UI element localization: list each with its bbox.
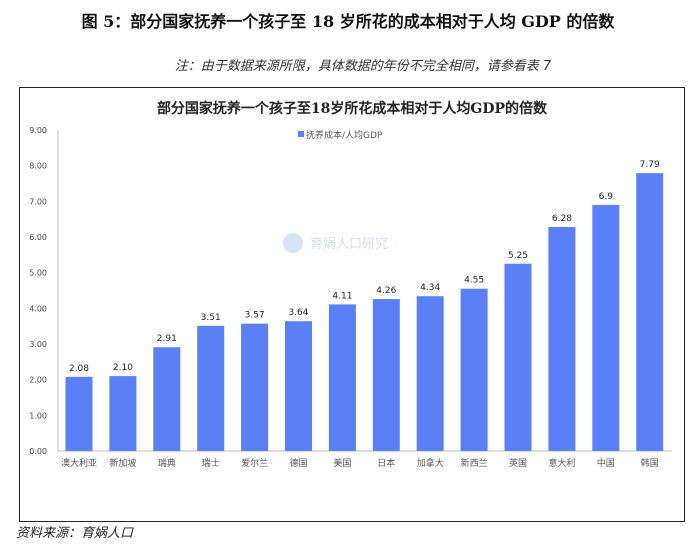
bar bbox=[109, 376, 137, 451]
x-tick-label: 中国 bbox=[597, 457, 615, 469]
y-tick-label: 3.00 bbox=[29, 340, 47, 349]
x-tick-label: 加拿大 bbox=[417, 457, 444, 469]
data-label: 2.10 bbox=[113, 363, 133, 373]
y-tick-label: 6.00 bbox=[29, 233, 47, 242]
y-tick-label: 5.00 bbox=[29, 269, 47, 278]
x-tick-label: 瑞典 bbox=[158, 457, 176, 469]
bar bbox=[65, 376, 93, 451]
data-label: 2.91 bbox=[157, 334, 177, 344]
data-label: 3.64 bbox=[288, 308, 308, 318]
bar bbox=[504, 263, 532, 451]
bar bbox=[153, 347, 181, 451]
bar bbox=[372, 299, 400, 451]
x-tick-label: 新加坡 bbox=[109, 457, 136, 469]
x-tick-label: 英国 bbox=[509, 457, 527, 469]
figure-title: 图 5：部分国家抚养一个孩子至 18 岁所花的成本相对于人均 GDP 的倍数 bbox=[81, 12, 615, 31]
y-tick-label: 9.00 bbox=[29, 126, 47, 135]
y-tick-label: 1.00 bbox=[29, 411, 47, 420]
x-tick-label: 意大利 bbox=[548, 457, 575, 469]
watermark-text: 育娲人口研究 bbox=[310, 236, 388, 252]
note: 注：由于数据来源所限，具体数据的年份不完全相同，请参看表 7 bbox=[174, 59, 552, 74]
source-note: 资料来源：育娲人口 bbox=[16, 526, 134, 541]
y-tick-label: 8.00 bbox=[29, 162, 47, 171]
bar bbox=[197, 325, 225, 451]
watermark-logo: 育娲人口研究 bbox=[283, 233, 388, 253]
x-tick-label: 澳大利亚 bbox=[61, 457, 97, 469]
y-tick-label: 7.00 bbox=[29, 197, 47, 206]
bar bbox=[416, 296, 444, 451]
y-tick-label: 4.00 bbox=[29, 304, 47, 313]
data-label: 2.08 bbox=[69, 364, 89, 374]
data-label: 6.28 bbox=[552, 214, 572, 224]
data-label: 3.57 bbox=[245, 311, 265, 321]
bar bbox=[636, 173, 664, 451]
x-tick-label: 瑞士 bbox=[202, 457, 220, 469]
data-label: 4.11 bbox=[332, 291, 352, 301]
x-tick-label: 美国 bbox=[333, 457, 351, 469]
x-tick-label: 爱尔兰 bbox=[241, 457, 268, 469]
bar bbox=[460, 288, 488, 451]
bar bbox=[548, 227, 576, 451]
bar bbox=[328, 304, 356, 451]
y-tick-label: 0.00 bbox=[29, 447, 47, 456]
data-label: 4.55 bbox=[464, 276, 484, 286]
bar bbox=[285, 321, 312, 451]
data-label: 6.9 bbox=[599, 192, 614, 202]
x-tick-label: 新西兰 bbox=[461, 457, 488, 469]
x-tick-label: 日本 bbox=[377, 457, 395, 469]
y-tick-label: 2.00 bbox=[29, 376, 47, 385]
legend-swatch bbox=[298, 131, 304, 137]
data-label: 4.26 bbox=[376, 286, 396, 296]
chart-frame bbox=[19, 87, 685, 522]
chart-title: 部分国家抚养一个孩子至18岁所花成本相对于人均GDP的倍数 bbox=[157, 100, 548, 117]
legend-label: 抚养成本/人均GDP bbox=[306, 129, 383, 141]
data-label: 3.51 bbox=[201, 313, 221, 323]
x-tick-label: 德国 bbox=[289, 457, 307, 469]
data-label: 5.25 bbox=[508, 251, 528, 261]
data-label: 7.79 bbox=[640, 160, 660, 170]
bar bbox=[241, 323, 269, 451]
x-tick-label: 韩国 bbox=[641, 457, 659, 469]
bar bbox=[592, 204, 620, 451]
data-label: 4.34 bbox=[420, 283, 440, 293]
